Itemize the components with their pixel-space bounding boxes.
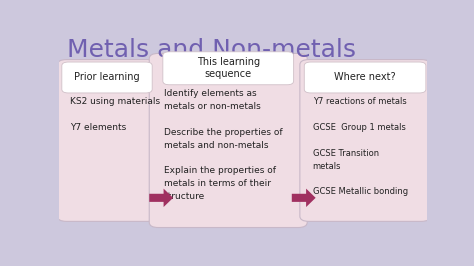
Polygon shape <box>149 189 173 207</box>
Text: Metals and Non-metals: Metals and Non-metals <box>66 38 356 62</box>
FancyBboxPatch shape <box>300 60 430 221</box>
FancyBboxPatch shape <box>163 52 293 85</box>
Text: KS2 using materials

Y7 elements: KS2 using materials Y7 elements <box>70 97 160 132</box>
FancyBboxPatch shape <box>57 60 156 221</box>
FancyBboxPatch shape <box>149 53 307 227</box>
Text: Identify elements as
metals or non-metals

Describe the properties of
metals and: Identify elements as metals or non-metal… <box>164 89 283 201</box>
Text: Y7 reactions of metals

GCSE  Group 1 metals

GCSE Transition
metals

GCSE Metal: Y7 reactions of metals GCSE Group 1 meta… <box>313 97 408 196</box>
Text: Prior learning: Prior learning <box>74 73 140 82</box>
Text: Where next?: Where next? <box>334 73 396 82</box>
FancyBboxPatch shape <box>304 62 426 93</box>
Polygon shape <box>292 189 316 207</box>
FancyBboxPatch shape <box>62 62 152 93</box>
Text: This learning
sequence: This learning sequence <box>197 57 260 80</box>
